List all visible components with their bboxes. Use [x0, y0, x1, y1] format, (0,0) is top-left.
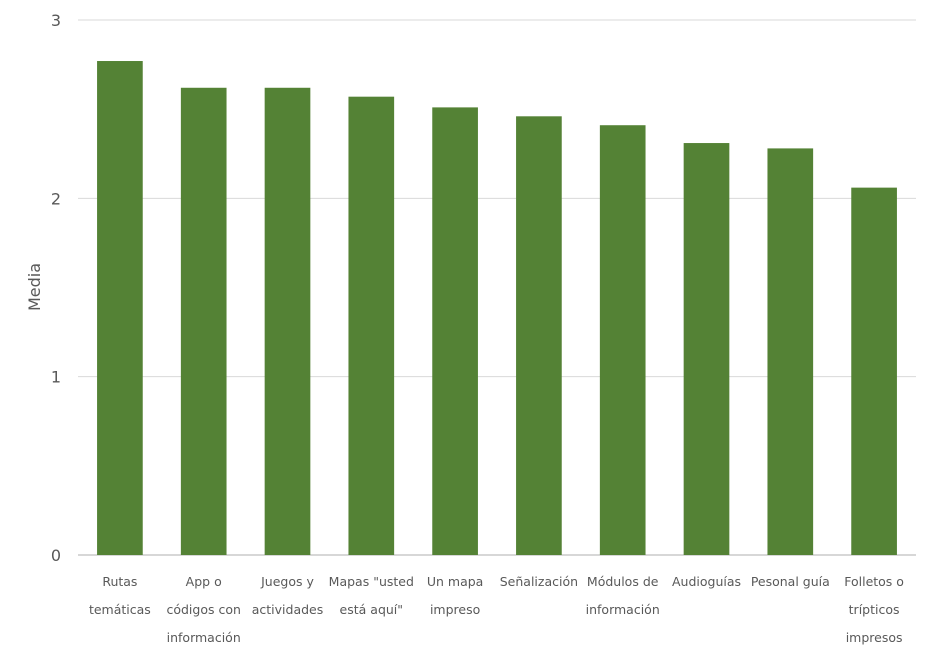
- bar: [97, 61, 143, 556]
- y-tick-label: 2: [51, 189, 61, 208]
- labels-layer: 0 1 2 3 Rutas temáticas App o códigos con inform…: [51, 11, 904, 645]
- bars-layer: [97, 61, 897, 556]
- x-category-label: Pesonal guía: [751, 574, 830, 589]
- bar: [599, 125, 646, 555]
- x-category-label: Un mapa impreso: [427, 574, 483, 617]
- bar: [516, 116, 562, 556]
- bar: [264, 87, 311, 556]
- y-tick-label: 1: [51, 368, 61, 387]
- x-category-label: Mapas "usted está aquí": [329, 574, 414, 617]
- bar: [348, 96, 395, 555]
- x-category-label: App o códigos con información: [166, 574, 240, 645]
- y-tick-label: 0: [51, 546, 61, 565]
- y-tick-label: 3: [51, 11, 61, 30]
- y-axis-title: Media: [25, 263, 44, 311]
- bar: [683, 143, 730, 556]
- x-category-label: Folletos o trípticos impresos: [844, 574, 904, 645]
- x-category-label: Rutas temáticas: [89, 574, 151, 617]
- bar: [432, 107, 478, 555]
- bar: [767, 148, 814, 555]
- x-category-label: Audioguías: [672, 574, 741, 589]
- bar: [851, 187, 897, 555]
- x-category-label: Juegos y actividades: [252, 574, 324, 617]
- x-category-label: Módulos de información: [586, 574, 660, 617]
- x-category-label: Señalización: [500, 574, 578, 589]
- bar: [180, 87, 227, 556]
